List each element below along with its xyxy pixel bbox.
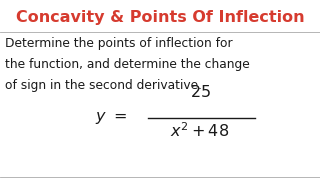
Text: Concavity & Points Of Inflection: Concavity & Points Of Inflection bbox=[16, 10, 304, 25]
Text: $25$: $25$ bbox=[189, 84, 211, 100]
Text: $y\ =$: $y\ =$ bbox=[95, 110, 127, 126]
Text: the function, and determine the change: the function, and determine the change bbox=[5, 58, 250, 71]
Text: $x^2 + 48$: $x^2 + 48$ bbox=[171, 121, 229, 140]
Text: Determine the points of inflection for: Determine the points of inflection for bbox=[5, 37, 233, 50]
Text: of sign in the second derivative.: of sign in the second derivative. bbox=[5, 79, 202, 92]
